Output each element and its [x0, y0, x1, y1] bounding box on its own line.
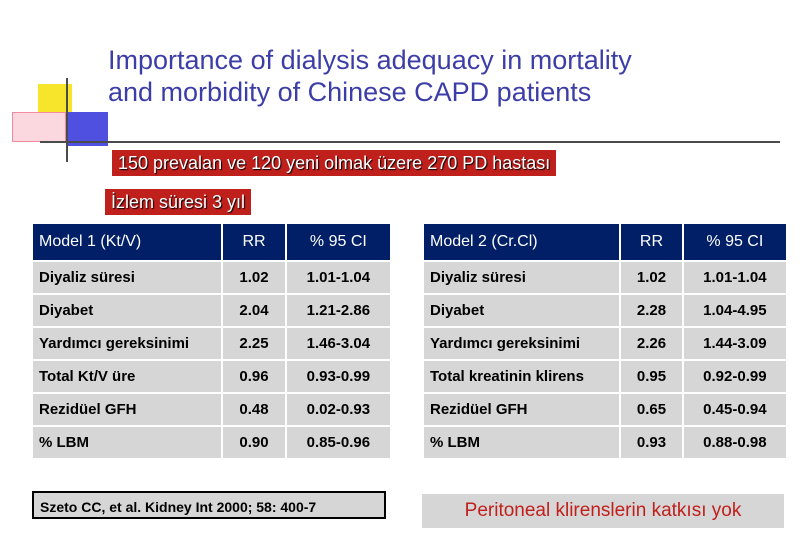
table-row: Rezidüel GFH 0.65 0.45-0.94 — [421, 392, 789, 427]
ci-value: 1.01-1.04 — [681, 260, 789, 295]
ci-value: 1.46-3.04 — [284, 326, 393, 361]
rr-value: 2.25 — [221, 326, 287, 361]
rr-value: 1.02 — [221, 260, 287, 295]
row-label: Rezidüel GFH — [30, 392, 224, 427]
page-title: Importance of dialysis adequacy in morta… — [108, 44, 798, 108]
title-line-2: and morbidity of Chinese CAPD patients — [108, 77, 592, 107]
row-label: Diyabet — [30, 293, 224, 328]
table-row: Diyabet 2.28 1.04-4.95 — [421, 293, 789, 328]
table-row: Yardımcı gereksinimi 2.25 1.46-3.04 — [30, 326, 393, 361]
table-row: Rezidüel GFH 0.48 0.02-0.93 — [30, 392, 393, 427]
ci-value: 0.88-0.98 — [681, 425, 789, 460]
model-1-table: Model 1 (Kt/V) RR % 95 CI Diyaliz süresi… — [30, 222, 393, 460]
conclusion-note: Peritoneal klirenslerin katkısı yok — [422, 494, 784, 528]
row-label: % LBM — [30, 425, 224, 460]
row-label: % LBM — [421, 425, 622, 460]
rr-value: 0.96 — [221, 359, 287, 394]
row-label: Diyabet — [421, 293, 622, 328]
row-label: Diyaliz süresi — [30, 260, 224, 295]
header-cell: % 95 CI — [681, 222, 789, 262]
table-row: Diyabet 2.04 1.21-2.86 — [30, 293, 393, 328]
follow-up-banner: İzlem süresi 3 yıl — [105, 189, 252, 215]
table-row: Diyaliz süresi 1.02 1.01-1.04 — [30, 260, 393, 295]
ci-value: 0.85-0.96 — [284, 425, 393, 460]
ci-value: 0.93-0.99 — [284, 359, 393, 394]
ci-value: 1.01-1.04 — [284, 260, 393, 295]
rr-value: 0.90 — [221, 425, 287, 460]
model-2-table: Model 2 (Cr.Cl) RR % 95 CI Diyaliz süres… — [421, 222, 789, 460]
row-label: Rezidüel GFH — [421, 392, 622, 427]
table-row: Yardımcı gereksinimi 2.26 1.44-3.09 — [421, 326, 789, 361]
ci-value: 1.44-3.09 — [681, 326, 789, 361]
rr-value: 1.02 — [619, 260, 684, 295]
row-label: Yardımcı gereksinimi — [30, 326, 224, 361]
ci-value: 0.45-0.94 — [681, 392, 789, 427]
table-header-row: Model 2 (Cr.Cl) RR % 95 CI — [421, 222, 789, 262]
header-cell: Model 2 (Cr.Cl) — [421, 222, 622, 262]
ci-value: 0.92-0.99 — [681, 359, 789, 394]
rr-value: 2.26 — [619, 326, 684, 361]
row-label: Total Kt/V üre — [30, 359, 224, 394]
rr-value: 2.28 — [619, 293, 684, 328]
table-row: Total kreatinin klirens 0.95 0.92-0.99 — [421, 359, 789, 394]
table-row: % LBM 0.93 0.88-0.98 — [421, 425, 789, 460]
ci-value: 1.21-2.86 — [284, 293, 393, 328]
decor-horizontal-line — [40, 141, 780, 143]
table-row: Diyaliz süresi 1.02 1.01-1.04 — [421, 260, 789, 295]
decor-pink-square — [12, 112, 66, 142]
rr-value: 2.04 — [221, 293, 287, 328]
header-cell: % 95 CI — [284, 222, 393, 262]
ci-value: 1.04-4.95 — [681, 293, 789, 328]
title-line-1: Importance of dialysis adequacy in morta… — [108, 45, 632, 75]
table-row: Total Kt/V üre 0.96 0.93-0.99 — [30, 359, 393, 394]
rr-value: 0.95 — [619, 359, 684, 394]
row-label: Yardımcı gereksinimi — [421, 326, 622, 361]
row-label: Diyaliz süresi — [421, 260, 622, 295]
ci-value: 0.02-0.93 — [284, 392, 393, 427]
rr-value: 0.48 — [221, 392, 287, 427]
citation-box: Szeto CC, et al. Kidney Int 2000; 58: 40… — [32, 491, 386, 519]
header-cell: RR — [221, 222, 287, 262]
patient-count-banner: 150 prevalan ve 120 yeni olmak üzere 270… — [112, 150, 557, 176]
decor-vertical-line — [66, 78, 68, 162]
decor-blue-square — [68, 112, 108, 146]
table-row: % LBM 0.90 0.85-0.96 — [30, 425, 393, 460]
rr-value: 0.65 — [619, 392, 684, 427]
table-header-row: Model 1 (Kt/V) RR % 95 CI — [30, 222, 393, 262]
header-cell: Model 1 (Kt/V) — [30, 222, 224, 262]
rr-value: 0.93 — [619, 425, 684, 460]
row-label: Total kreatinin klirens — [421, 359, 622, 394]
header-cell: RR — [619, 222, 684, 262]
